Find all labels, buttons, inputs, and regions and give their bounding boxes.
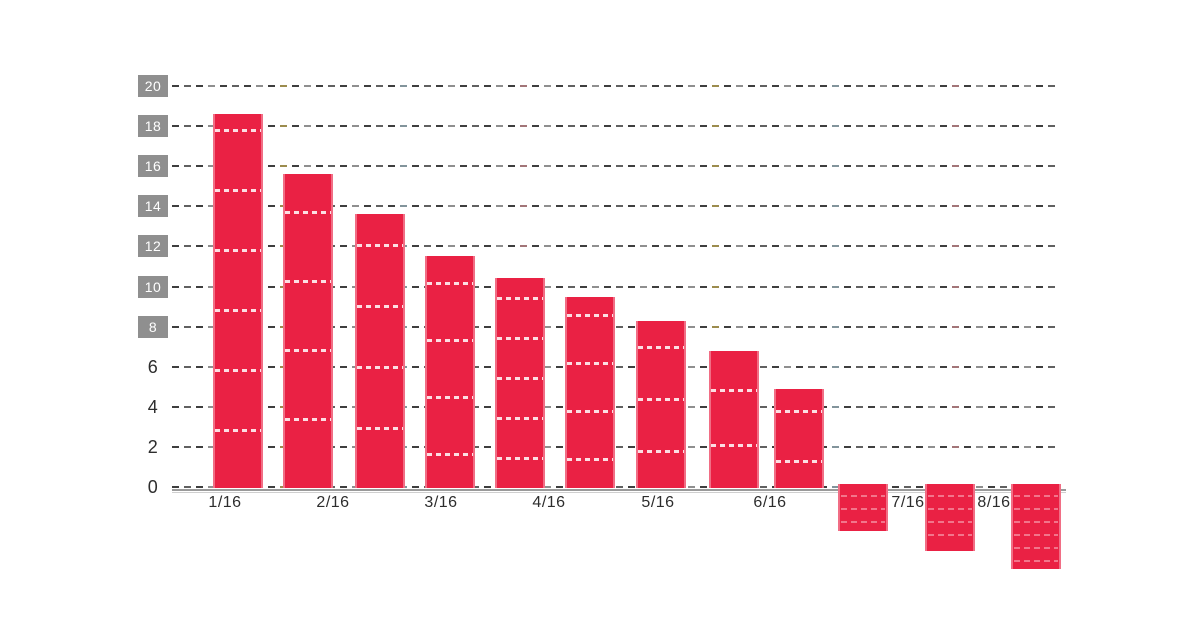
bar-segment-divider <box>1014 495 1058 497</box>
y-axis-tick-label: 4 <box>147 396 159 417</box>
bar-segment-divider <box>776 409 822 413</box>
bar-segment-divider <box>427 453 473 457</box>
gridline <box>172 365 1059 368</box>
bar <box>636 320 686 488</box>
bar-segment-divider <box>357 366 403 370</box>
bar-segment-divider <box>215 429 261 433</box>
x-axis-tick-label: 7/16 <box>891 494 925 511</box>
bar-segment-divider <box>1014 534 1058 536</box>
gridline <box>172 405 1059 408</box>
bar-segment-divider <box>497 377 543 381</box>
bar-segment-divider <box>711 388 757 392</box>
bar-segment-divider <box>427 339 473 343</box>
bar <box>425 256 475 488</box>
bar-segment-divider <box>638 397 684 401</box>
bar <box>565 296 615 488</box>
bar-segment-divider <box>1014 560 1058 562</box>
bar-segment-divider <box>497 457 543 461</box>
y-axis-tick-label: 0 <box>147 477 159 497</box>
gridline <box>172 205 1059 208</box>
bar-segment-divider <box>497 417 543 421</box>
bar-segment-divider <box>567 361 613 365</box>
bar-segment-divider <box>711 443 757 447</box>
gridline <box>172 445 1059 448</box>
x-axis-tick-label: 5/16 <box>641 494 675 511</box>
bar-segment-divider <box>357 305 403 309</box>
bar-segment-divider <box>638 449 684 453</box>
bar <box>213 114 263 488</box>
bar <box>355 214 405 488</box>
gridline <box>172 486 1059 488</box>
y-axis-tick-label: 20 <box>138 75 168 97</box>
bar-segment-divider <box>357 427 403 431</box>
bar-segment-divider <box>928 534 972 536</box>
bar-segment-divider <box>1014 521 1058 523</box>
x-axis-tick-label: 3/16 <box>424 494 458 511</box>
gridline <box>172 325 1059 328</box>
bar-segment-divider <box>215 309 261 313</box>
gridline <box>172 85 1059 87</box>
bar-segment-divider <box>357 244 403 248</box>
bar-segment-divider <box>841 508 885 510</box>
y-axis-tick-label: 16 <box>138 155 168 178</box>
x-axis-line <box>172 489 1066 491</box>
bar-segment-divider <box>497 337 543 341</box>
bar-segment-divider <box>1014 547 1058 549</box>
bar <box>495 278 545 488</box>
bar-segment-divider <box>285 211 331 215</box>
x-axis-line-shadow <box>172 492 1066 493</box>
bar <box>709 350 759 488</box>
y-axis-tick-label: 12 <box>138 235 168 258</box>
y-axis-tick-label: 10 <box>138 275 168 298</box>
gridline <box>172 245 1059 248</box>
bar-segment-divider <box>567 457 613 461</box>
bar-segment-divider <box>841 521 885 523</box>
bar-segment-divider <box>215 129 261 133</box>
y-axis-tick-label: 8 <box>138 315 168 338</box>
bar-segment-divider <box>841 495 885 497</box>
x-axis-tick-label: 8/16 <box>977 494 1011 511</box>
x-axis-tick-label: 2/16 <box>316 494 350 511</box>
bar-segment-divider <box>427 282 473 286</box>
bar-segment-divider <box>285 418 331 422</box>
x-axis-tick-label: 6/16 <box>753 494 787 511</box>
bar-negative <box>838 484 888 532</box>
bar-segment-divider <box>497 297 543 301</box>
gridline <box>172 285 1059 288</box>
bar-segment-divider <box>928 495 972 497</box>
bar-negative <box>1011 484 1061 570</box>
x-axis-tick-label: 4/16 <box>532 494 566 511</box>
y-axis-tick-label: 6 <box>147 356 159 377</box>
bar-segment-divider <box>215 369 261 373</box>
bar-segment-divider <box>567 313 613 317</box>
gridline <box>172 125 1059 128</box>
bar-segment-divider <box>928 521 972 523</box>
y-axis-tick-label: 14 <box>138 195 168 218</box>
bar-negative <box>925 484 975 552</box>
bar-segment-divider <box>285 280 331 284</box>
bar-segment-divider <box>776 459 822 463</box>
bar <box>774 388 824 488</box>
x-axis-tick-label: 1/16 <box>208 494 242 511</box>
bar-segment-divider <box>285 349 331 353</box>
y-axis-tick-label: 18 <box>138 115 168 138</box>
y-axis-tick-label: 2 <box>147 436 159 457</box>
gridline <box>172 165 1059 168</box>
bar-segment-divider <box>928 508 972 510</box>
bar-segment-divider <box>215 189 261 193</box>
bar-segment-divider <box>215 249 261 253</box>
bar-segment-divider <box>567 409 613 413</box>
bar-segment-divider <box>1014 508 1058 510</box>
bar-segment-divider <box>427 396 473 400</box>
bar <box>283 174 333 488</box>
bar-segment-divider <box>638 345 684 349</box>
